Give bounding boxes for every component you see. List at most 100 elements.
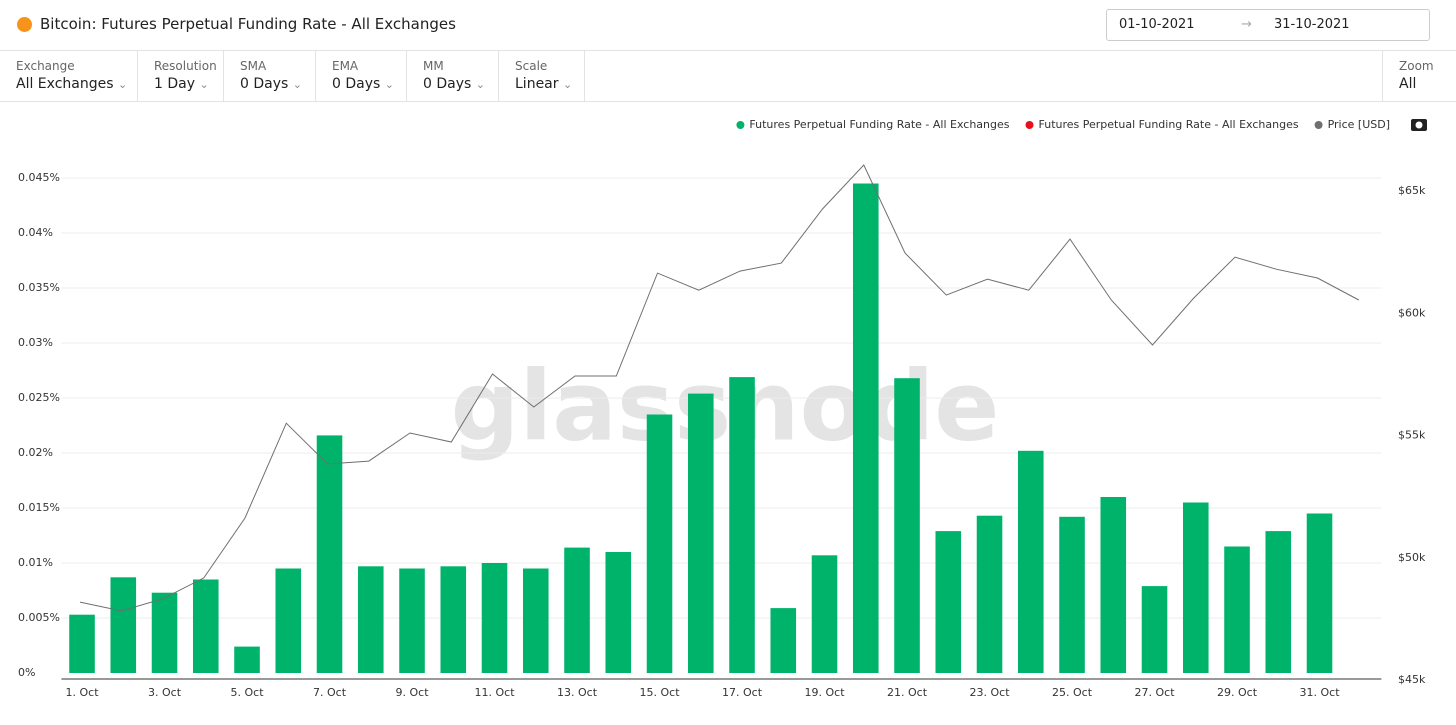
bitcoin-icon xyxy=(17,17,32,32)
x-tick-label: 29. Oct xyxy=(1217,686,1258,699)
control[interactable]: Exchange All Exchanges ⌄ xyxy=(0,51,138,101)
date-range[interactable]: 01-10-2021 → 31-10-2021 xyxy=(1106,9,1430,41)
control-value[interactable]: 0 Days ⌄ xyxy=(332,76,394,92)
legend-dot xyxy=(736,121,745,129)
control-value[interactable]: All Exchanges ⌄ xyxy=(16,76,128,92)
bar xyxy=(1306,513,1333,673)
y2-tick-label: $50k xyxy=(1398,551,1426,564)
control-value[interactable]: Linear ⌄ xyxy=(515,76,573,92)
control-label: MM xyxy=(423,59,444,73)
legend-label: Price [USD] xyxy=(1328,118,1390,131)
camera-lens xyxy=(1415,121,1423,129)
x-tick-label: 25. Oct xyxy=(1052,686,1093,699)
x-tick-label: 21. Oct xyxy=(887,686,928,699)
control-label: Scale xyxy=(515,59,548,73)
date-to[interactable]: 31-10-2021 xyxy=(1274,17,1350,32)
y-tick-label: 0.015% xyxy=(18,501,60,514)
control[interactable]: Resolution 1 Day ⌄ xyxy=(138,51,224,101)
x-tick-label: 23. Oct xyxy=(970,686,1011,699)
bar xyxy=(316,435,343,673)
y-tick-label: 0.02% xyxy=(18,446,53,459)
date-from[interactable]: 01-10-2021 xyxy=(1119,17,1195,32)
x-tick-label: 27. Oct xyxy=(1135,686,1176,699)
bar xyxy=(894,378,920,673)
bar xyxy=(770,608,797,673)
controls: Exchange All Exchanges ⌄ Resolution 1 Day ⌄… xyxy=(0,51,1456,102)
x-tick-label: 17. Oct xyxy=(722,686,763,699)
y-tick-label: 0.045% xyxy=(18,171,60,184)
control-value[interactable]: 0 Days ⌄ xyxy=(423,76,485,92)
control[interactable]: MM 0 Days ⌄ xyxy=(407,51,499,101)
control[interactable]: EMA 0 Days ⌄ xyxy=(316,51,407,101)
bar xyxy=(151,592,178,673)
bar xyxy=(522,568,549,673)
x-tick-label: 1. Oct xyxy=(66,686,100,699)
bar xyxy=(687,393,714,673)
x-tick-label: 11. Oct xyxy=(475,686,516,699)
y2-tick-label: $60k xyxy=(1398,306,1426,319)
y-tick-label: 0.025% xyxy=(18,391,60,404)
y2-tick-label: $55k xyxy=(1398,429,1426,442)
x-tick-label: 19. Oct xyxy=(805,686,846,699)
bar xyxy=(976,515,1003,673)
y-tick-label: 0.04% xyxy=(18,226,53,239)
bar xyxy=(357,566,384,673)
zoom[interactable]: Zoom All xyxy=(1382,51,1456,101)
bar xyxy=(729,377,755,673)
legend-label: Futures Perpetual Funding Rate - All Exc… xyxy=(749,118,1009,131)
control-label: SMA xyxy=(240,59,267,73)
control[interactable]: Scale Linear ⌄ xyxy=(499,51,585,101)
bar xyxy=(110,577,137,673)
x-tick-label: 3. Oct xyxy=(148,686,182,699)
zoom-label: Zoom xyxy=(1399,59,1434,73)
x-tick-label: 7. Oct xyxy=(313,686,347,699)
price-line xyxy=(79,164,1360,612)
bar xyxy=(275,568,302,673)
arrow: → xyxy=(1241,17,1252,32)
y-tick-label: 0.01% xyxy=(18,556,53,569)
control-value[interactable]: 1 Day ⌄ xyxy=(154,76,209,92)
control-label: Resolution xyxy=(154,59,217,73)
control[interactable]: SMA 0 Days ⌄ xyxy=(224,51,316,101)
title: Bitcoin: Futures Perpetual Funding Rate … xyxy=(40,15,456,33)
x-tick-label: 9. Oct xyxy=(396,686,430,699)
header: Bitcoin: Futures Perpetual Funding Rate … xyxy=(0,0,1456,51)
legend-label: Futures Perpetual Funding Rate - All Exc… xyxy=(1039,118,1299,131)
bar xyxy=(1182,502,1209,673)
x-tick-label: 15. Oct xyxy=(640,686,681,699)
y-tick-label: 0% xyxy=(18,666,35,679)
bar xyxy=(192,579,219,673)
bar xyxy=(440,566,467,673)
bar xyxy=(1017,450,1044,673)
control-label: EMA xyxy=(332,59,359,73)
y-tick-label: 0.035% xyxy=(18,281,60,294)
y-tick-label: 0.03% xyxy=(18,336,53,349)
bar xyxy=(811,555,838,673)
bar xyxy=(852,183,879,673)
bar xyxy=(1059,516,1085,673)
y2-tick-label: $45k xyxy=(1398,673,1426,686)
bar xyxy=(69,614,95,673)
y2-tick-label: $65k xyxy=(1398,184,1426,197)
x-tick-label: 5. Oct xyxy=(231,686,265,699)
x-tick-label: 13. Oct xyxy=(557,686,598,699)
bar xyxy=(1100,497,1127,673)
chart: glassnode0%0.005%0.01%0.015%0.02%0.025%0… xyxy=(18,118,1427,699)
control-label: Exchange xyxy=(16,59,75,73)
bar xyxy=(935,531,962,673)
bar xyxy=(1141,586,1168,673)
bar xyxy=(1224,546,1250,673)
bar xyxy=(481,563,508,673)
bar xyxy=(399,568,425,673)
control-value[interactable]: 0 Days ⌄ xyxy=(240,76,302,92)
x-tick-label: 31. Oct xyxy=(1300,686,1341,699)
legend-dot xyxy=(1314,121,1323,129)
zoom-value[interactable]: All xyxy=(1399,76,1417,92)
y-tick-label: 0.005% xyxy=(18,611,60,624)
bar xyxy=(646,414,673,673)
bar xyxy=(1265,531,1292,673)
legend-dot xyxy=(1025,121,1034,129)
bar xyxy=(234,646,260,673)
bar xyxy=(605,552,632,673)
